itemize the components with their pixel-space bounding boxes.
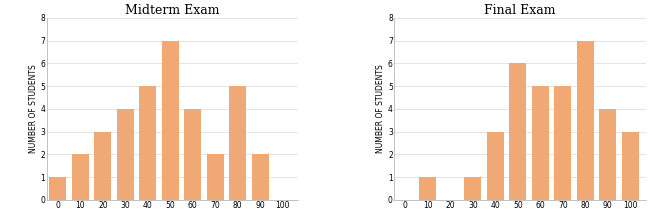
- Bar: [139, 86, 157, 200]
- Bar: [464, 177, 482, 200]
- Y-axis label: NUMBER OF STUDENTS: NUMBER OF STUDENTS: [376, 64, 385, 153]
- Bar: [207, 154, 224, 200]
- Bar: [554, 86, 571, 200]
- Bar: [117, 109, 134, 200]
- Bar: [229, 86, 246, 200]
- Bar: [420, 177, 436, 200]
- Bar: [599, 109, 616, 200]
- Bar: [577, 40, 593, 200]
- Bar: [49, 177, 67, 200]
- Bar: [184, 109, 201, 200]
- Bar: [622, 131, 639, 200]
- Title: Midterm Exam: Midterm Exam: [125, 4, 220, 17]
- Title: Final Exam: Final Exam: [484, 4, 556, 17]
- Y-axis label: NUMBER OF STUDENTS: NUMBER OF STUDENTS: [29, 64, 37, 153]
- Bar: [95, 131, 111, 200]
- Bar: [252, 154, 268, 200]
- Bar: [532, 86, 549, 200]
- Bar: [72, 154, 89, 200]
- Bar: [487, 131, 503, 200]
- Bar: [509, 63, 526, 200]
- Bar: [162, 40, 178, 200]
